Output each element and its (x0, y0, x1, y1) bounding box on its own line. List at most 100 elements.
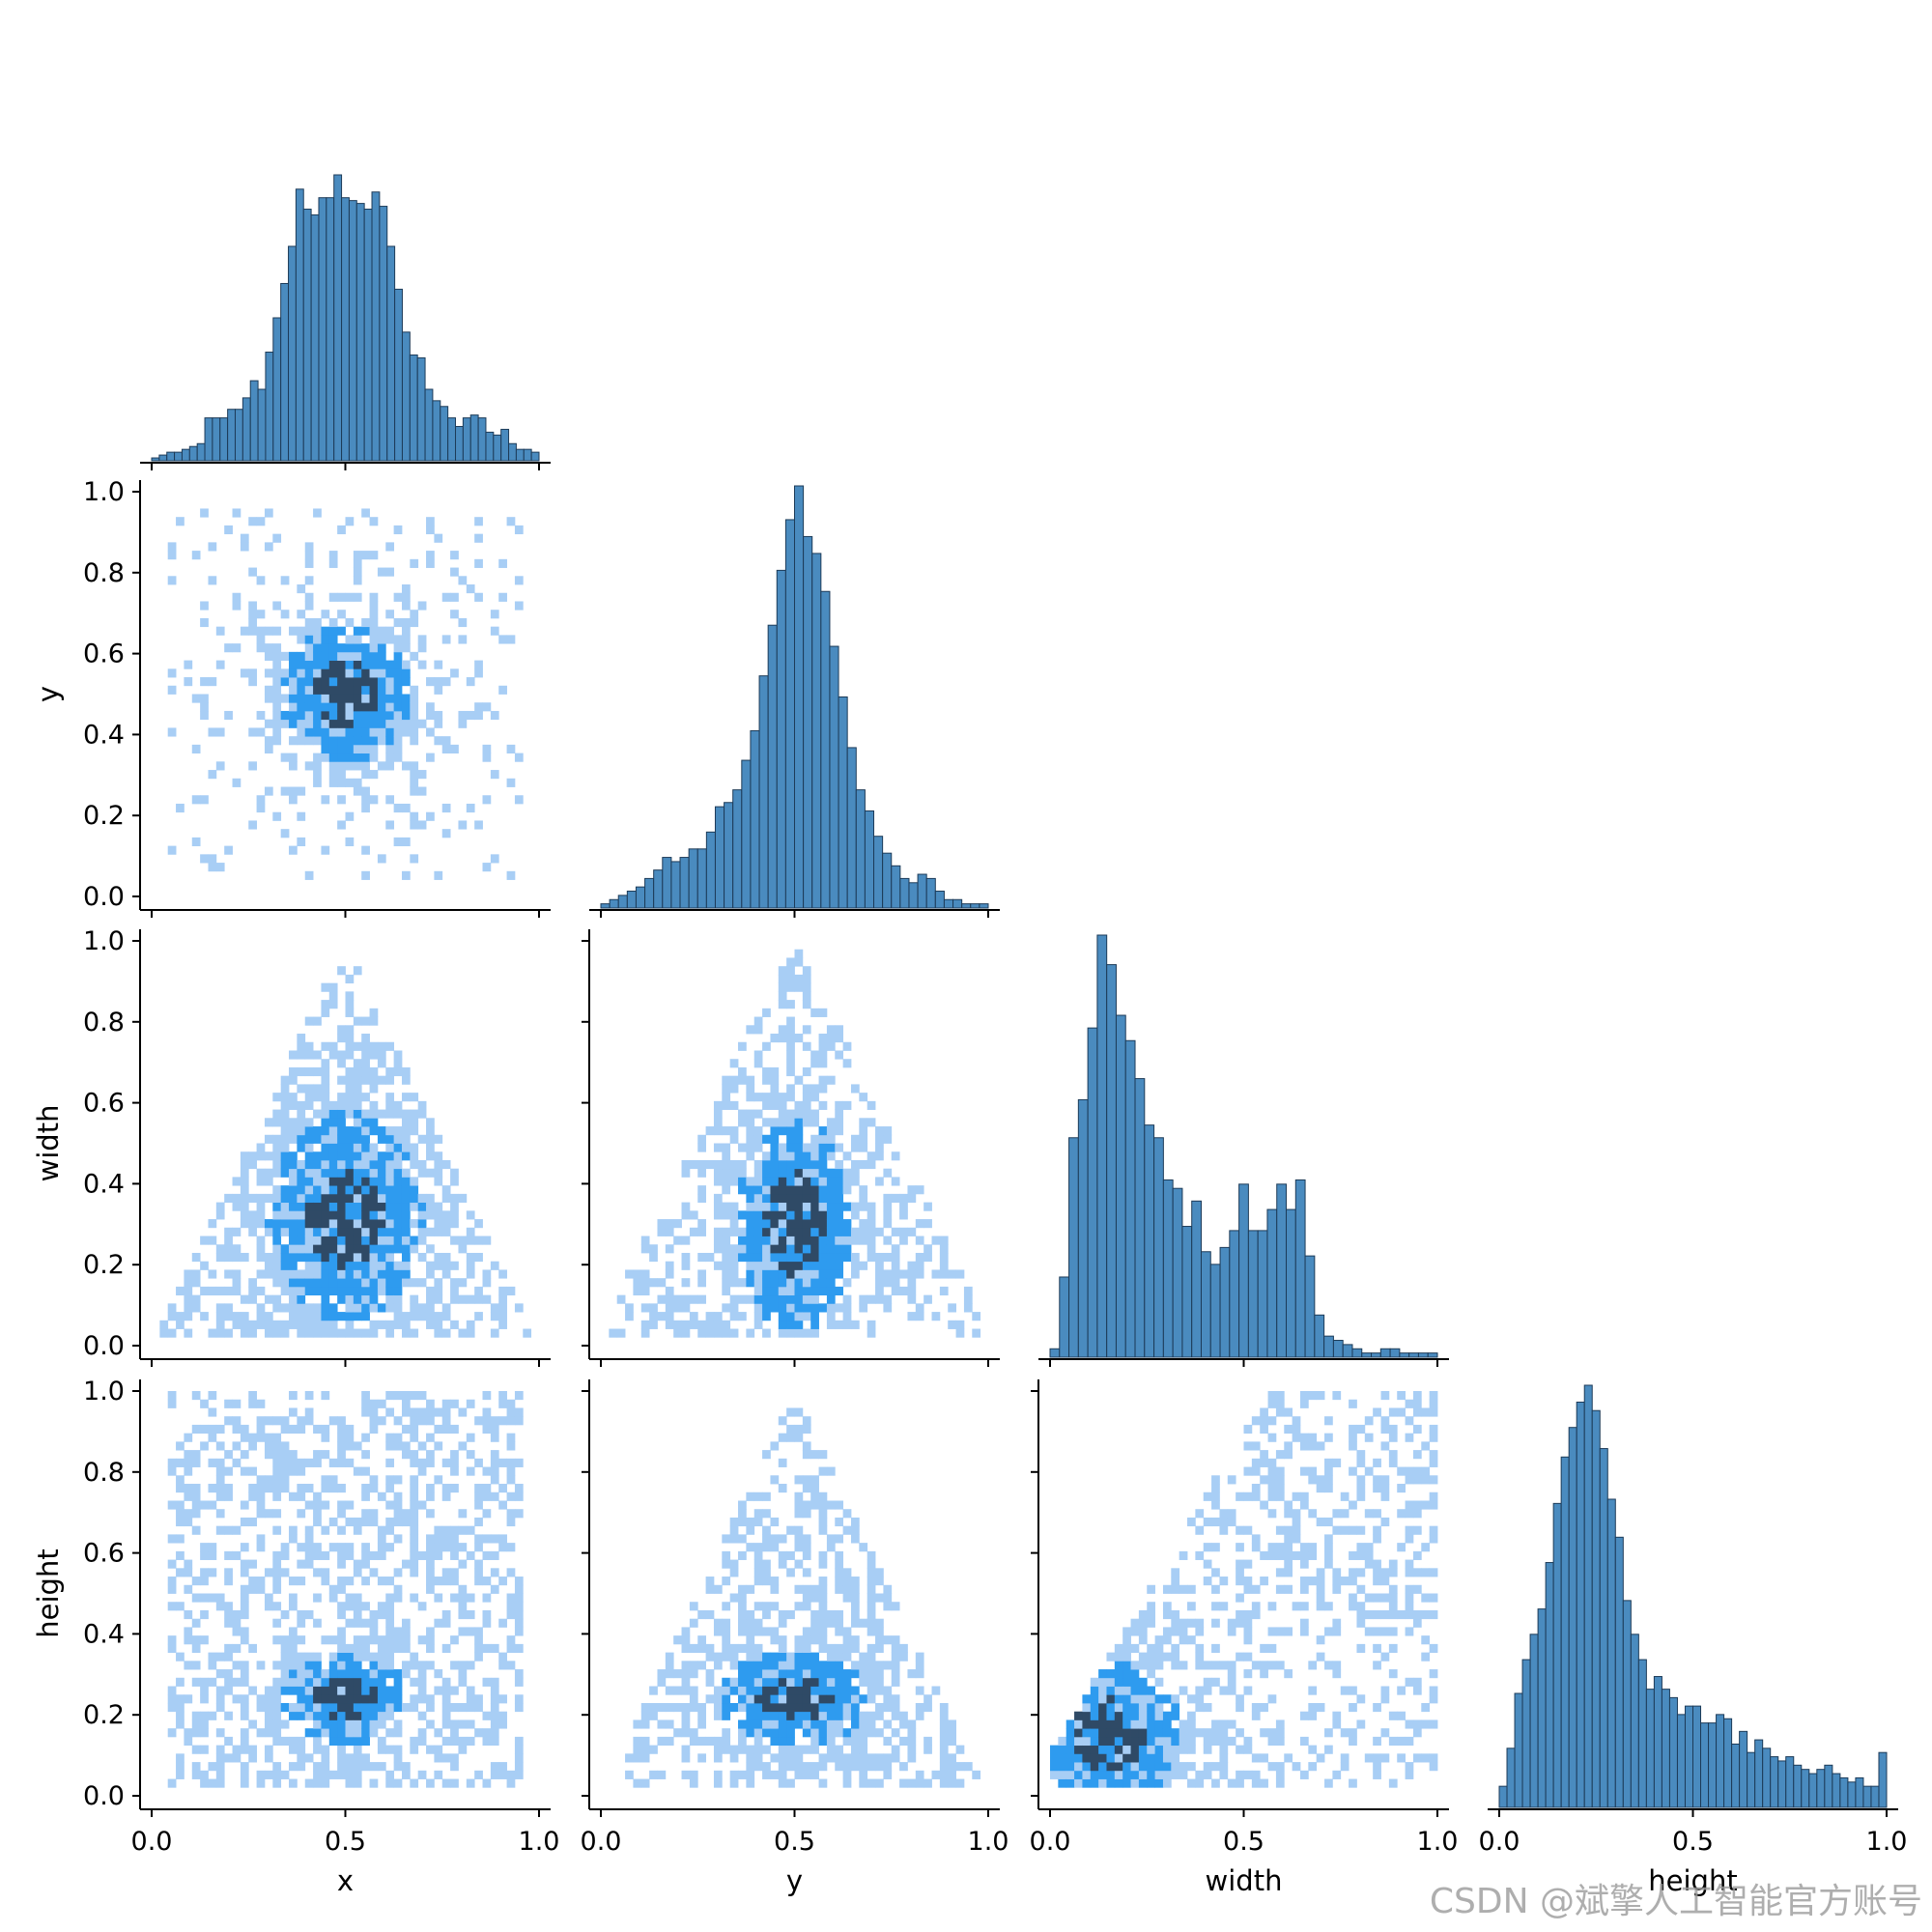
heatmap-cell (762, 1177, 771, 1186)
heatmap-cell (393, 1210, 403, 1220)
hist-bar (1521, 1659, 1531, 1808)
heatmap-cell (345, 668, 355, 678)
heatmap-cell (746, 1118, 755, 1127)
heatmap-cell (1380, 1416, 1390, 1426)
hist-bar (1049, 1348, 1061, 1358)
heatmap-cell (1147, 1762, 1155, 1772)
heatmap-cell (778, 1210, 787, 1220)
heatmap-cell (466, 803, 475, 813)
heatmap-cell (1299, 1627, 1309, 1636)
heatmap-cell (200, 1399, 209, 1408)
heatmap-cell (353, 592, 362, 602)
heatmap-cell (417, 1193, 427, 1204)
heatmap-cell (200, 1677, 209, 1687)
heatmap-cell (753, 1185, 763, 1195)
hist-bar (1739, 1730, 1748, 1808)
heatmap-cell (770, 1677, 780, 1687)
heatmap-cell (272, 1252, 282, 1263)
heatmap-cell (786, 1652, 795, 1662)
y-tick-label: 0.0 (83, 1331, 125, 1361)
heatmap-cell (441, 1193, 451, 1204)
heatmap-cell (240, 1312, 249, 1321)
heatmap-cell (762, 1669, 771, 1679)
heatmap-cell (891, 1677, 900, 1687)
heatmap-cell (875, 1294, 884, 1304)
heatmap-cell (240, 1500, 249, 1510)
heatmap-cell (417, 770, 427, 780)
heatmap-cell (1324, 1661, 1333, 1670)
heatmap-cell (401, 1407, 411, 1417)
heatmap-cell (313, 1500, 322, 1510)
heatmap-cell (417, 643, 427, 653)
heatmap-cell (842, 1059, 852, 1068)
heatmap-cell (948, 1762, 956, 1772)
heatmap-cell (337, 1143, 346, 1152)
heatmap-cell (802, 1534, 811, 1544)
heatmap-cell (1356, 1550, 1366, 1560)
heatmap-cell (1405, 1719, 1414, 1729)
y-tick-label: 0.0 (83, 1781, 125, 1811)
heatmap-cell (1356, 1643, 1366, 1654)
heatmap-cell (313, 677, 322, 687)
heatmap-cell (377, 1050, 386, 1060)
heatmap-cell (1284, 1627, 1293, 1636)
heatmap-cell (176, 1762, 185, 1772)
heatmap-cell (474, 1286, 483, 1296)
heatmap-cell (441, 1534, 451, 1544)
heatmap-cell (859, 1134, 868, 1144)
y-tick-label: 0.0 (83, 882, 125, 912)
heatmap-cell (458, 1244, 468, 1254)
heatmap-cell (907, 1286, 917, 1296)
heatmap-cell (280, 1458, 290, 1467)
heatmap-cell (401, 1109, 411, 1119)
heatmap-cell (393, 1593, 403, 1603)
heatmap-cell (786, 1728, 795, 1738)
heatmap-cell (835, 1303, 844, 1313)
heatmap-cell (434, 710, 443, 721)
heatmap-cell (762, 1312, 771, 1321)
heatmap-cell (842, 1202, 852, 1211)
heatmap-cell (1356, 1602, 1366, 1611)
heatmap-cell (794, 974, 804, 984)
heatmap-cell (289, 1702, 298, 1713)
heatmap-cell (215, 660, 225, 669)
heatmap-cell (794, 1661, 804, 1670)
heatmap-cell (361, 1118, 370, 1127)
heatmap-cell (770, 1066, 780, 1077)
heatmap-cell (713, 1702, 723, 1713)
heatmap-cell (697, 1294, 706, 1304)
heatmap-cell (842, 1568, 852, 1577)
heatmap-cell (289, 1066, 298, 1077)
heatmap-cell (818, 1219, 828, 1229)
heatmap-cell (794, 1202, 804, 1211)
heatmap-cell (353, 1618, 362, 1628)
heatmap-cell (200, 1778, 209, 1788)
heatmap-cell (417, 1416, 427, 1426)
heatmap-cell (1236, 1694, 1244, 1704)
heatmap-cell (778, 1328, 787, 1338)
heatmap-cell (191, 1643, 201, 1654)
heatmap-cell (697, 1252, 706, 1263)
heatmap-cell (1203, 1661, 1212, 1670)
heatmap-cell (867, 1661, 876, 1670)
heatmap-cell (417, 1159, 427, 1170)
heatmap-cell (835, 1219, 844, 1229)
heatmap-cell (313, 1762, 322, 1772)
heatmap-cell (818, 1500, 828, 1510)
heatmap-cell (345, 1424, 355, 1435)
heatmap-cell (867, 1677, 876, 1687)
heatmap-cell (1179, 1745, 1188, 1754)
heatmap-cell (474, 820, 483, 830)
heatmap-cell (1260, 1550, 1268, 1560)
heatmap-cell (955, 1762, 965, 1772)
heatmap-cell (963, 1303, 973, 1313)
heatmap-cell (393, 1177, 403, 1186)
heatmap-cell (385, 761, 395, 771)
heatmap-cell (1356, 1609, 1366, 1620)
heatmap-cell (786, 1227, 795, 1236)
heatmap-cell (393, 1059, 403, 1068)
heatmap-cell (361, 770, 370, 780)
heatmap-cell (498, 1500, 507, 1510)
heatmap-cell (753, 1320, 763, 1329)
heatmap-cell (313, 1050, 322, 1060)
